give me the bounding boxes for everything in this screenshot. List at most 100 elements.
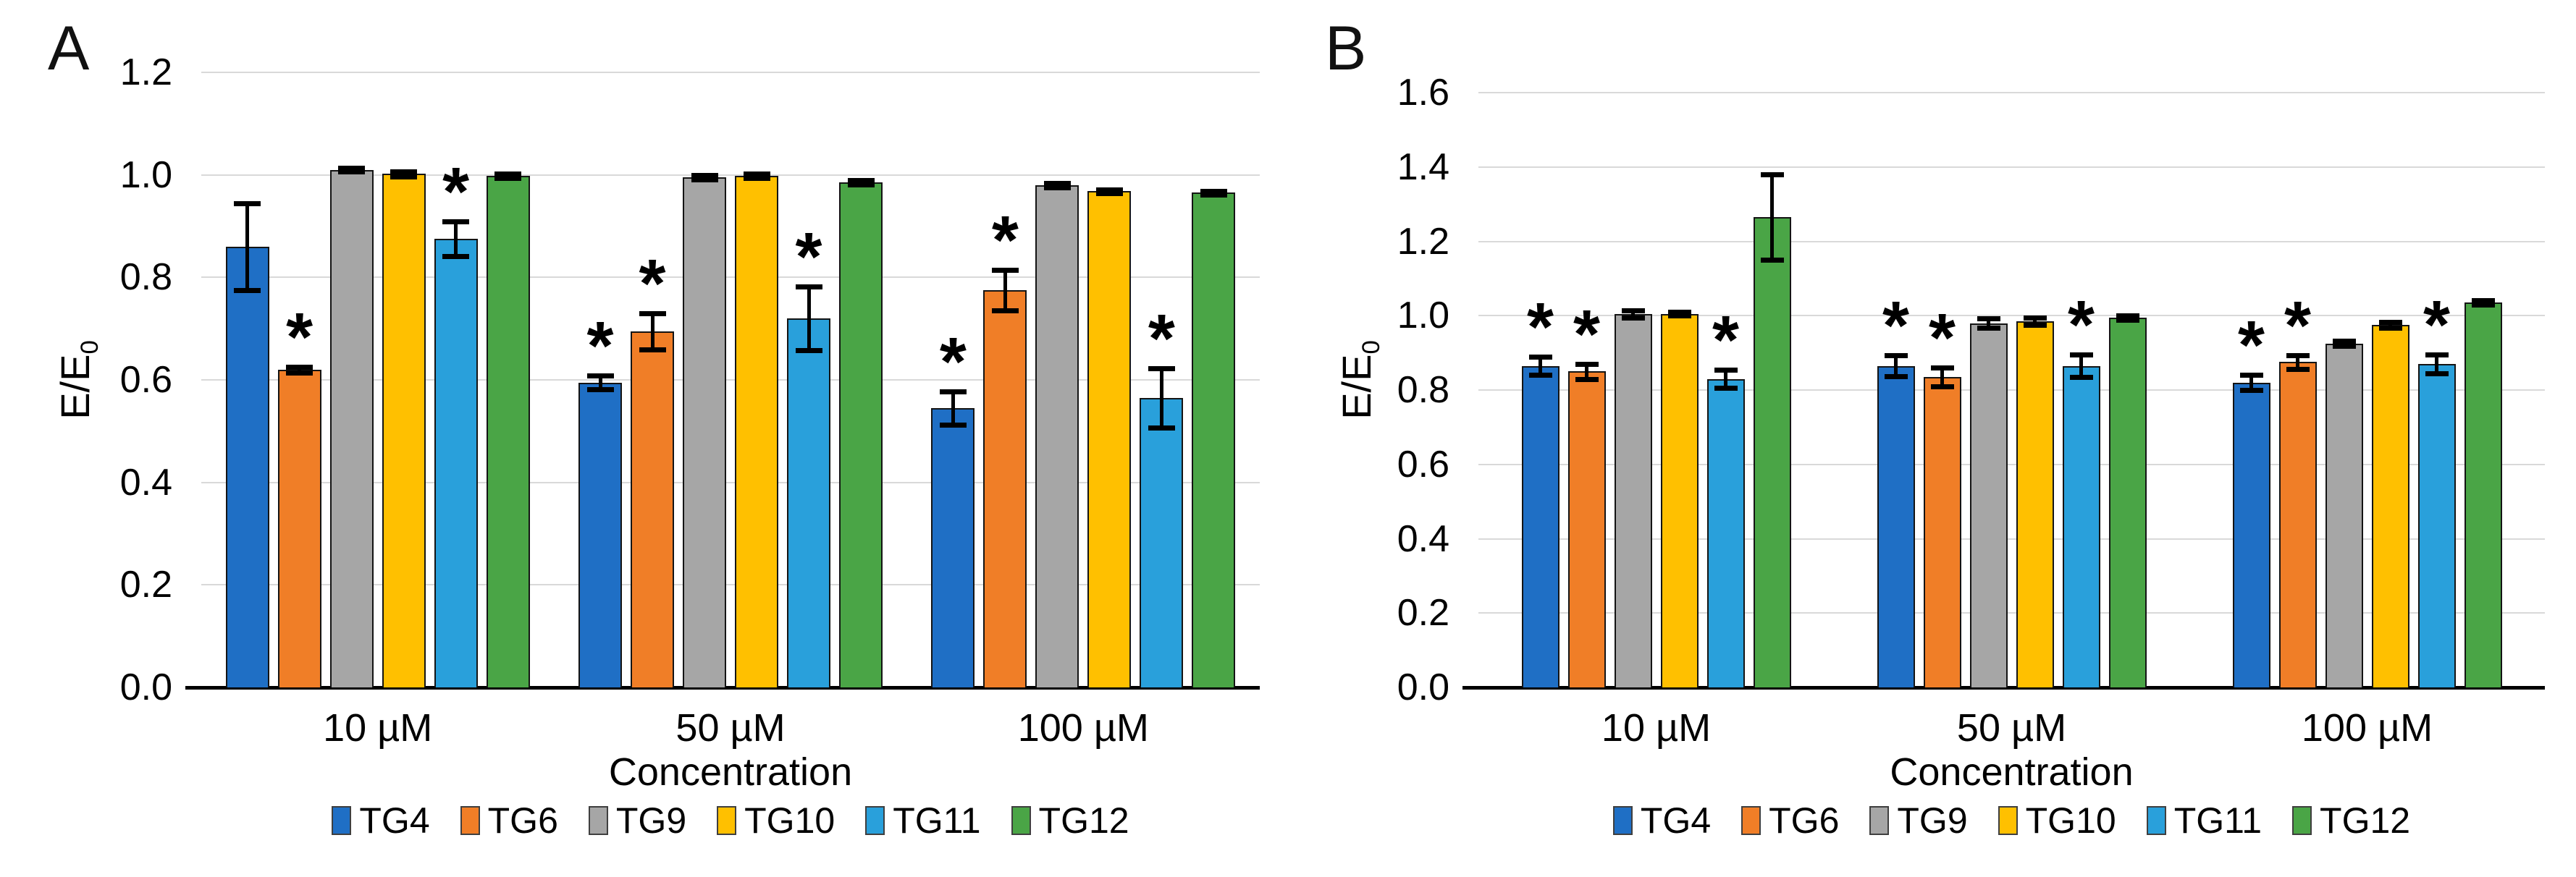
bar-tg9-group1 [1614, 313, 1652, 687]
error-bar-cap-bottom [1930, 384, 1954, 389]
legend-label-tg10: TG10 [2025, 800, 2116, 841]
x-tick-label: 50 µM [1956, 706, 2067, 750]
x-tick-label: 100 µM [1017, 706, 1149, 750]
y-tick-label: 0.6 [1397, 443, 1449, 486]
legend-label-tg4: TG4 [1640, 800, 1712, 841]
error-bar-line [1894, 355, 1898, 376]
error-bar-cap-bottom [2378, 326, 2402, 331]
error-bar-cap-bottom [494, 175, 522, 181]
legend-item-tg4: TG4 [1612, 800, 1712, 841]
error-bar-line [1724, 369, 1727, 389]
legend-b: TG4 TG6 TG9 TG10 TG11 TG12 [1478, 799, 2545, 842]
bar-tg9-group1 [329, 169, 374, 687]
y-tick-label: 0.2 [119, 564, 172, 606]
bar-tg11-group3 [2417, 364, 2456, 687]
error-bar-cap-top [390, 169, 418, 174]
y-axis-title-subscript: 0 [1358, 340, 1386, 355]
error-bar-line [2079, 355, 2083, 377]
legend-label-tg10: TG10 [744, 800, 835, 841]
significance-asterisk: * [639, 245, 666, 322]
y-tick-label: 0.0 [119, 666, 172, 708]
x-tick-label: 10 µM [1601, 706, 1712, 750]
error-bar-cap-top [991, 267, 1019, 273]
error-bar-cap-top [2425, 352, 2449, 358]
legend-swatch-tg10 [717, 806, 737, 835]
error-bar-cap-bottom [991, 308, 1019, 314]
bar-tg12-group1 [1753, 217, 1791, 687]
bar-tg4-group1 [225, 246, 269, 687]
significance-asterisk: * [2284, 287, 2311, 365]
bar-tg4-group1 [1521, 365, 1560, 687]
x-tick-label: 100 µM [2301, 706, 2433, 750]
error-bar-cap-bottom [1095, 191, 1123, 197]
significance-asterisk: * [991, 201, 1019, 279]
bar-tg4-group3 [931, 407, 975, 687]
error-bar-cap-bottom [1760, 258, 1784, 263]
x-axis-title-b: Concentration [1890, 750, 2134, 794]
legend-item-tg6: TG6 [460, 802, 558, 839]
significance-asterisk: * [286, 298, 313, 376]
error-bar-line [298, 366, 302, 373]
y-tick-label: 1.6 [1397, 72, 1449, 114]
error-bar-cap-top [586, 373, 614, 379]
legend-swatch-tg4 [1612, 806, 1633, 835]
legend-label-tg6: TG6 [1769, 800, 1840, 841]
y-tick-label: 0.0 [1397, 666, 1449, 708]
error-bar-cap-top [1095, 187, 1123, 192]
bar-tg10-group3 [2371, 325, 2409, 687]
error-bar-cap-top [691, 173, 718, 179]
legend-label-tg12: TG12 [1038, 800, 1129, 841]
error-bar-line [1940, 368, 1944, 386]
error-bar-line [1003, 269, 1007, 311]
gridline [1478, 92, 2545, 93]
plot-area-a: 0.0 0.2 0.4 0.6 0.8 1.0 1.2 10 µM * * 50 µM * * * 100 … [120, 53, 1260, 748]
error-bar-line [650, 313, 654, 349]
significance-asterisk: * [2238, 307, 2265, 384]
significance-asterisk: * [1882, 287, 1909, 365]
legend-item-tg10: TG10 [717, 802, 835, 839]
bar-tg11-group2 [2062, 365, 2100, 687]
bar-tg9-group2 [1969, 323, 2008, 687]
legend-swatch-tg6 [460, 806, 480, 835]
error-bar-cap-top [2286, 353, 2310, 359]
error-bar-cap-top [1667, 310, 1691, 315]
error-bar-cap-top [639, 310, 666, 316]
error-bar-cap-bottom [1884, 373, 1908, 379]
error-bar-line [1585, 364, 1588, 379]
legend-item-tg11: TG11 [865, 802, 981, 839]
significance-asterisk: * [1712, 301, 1739, 378]
legend-label-tg4: TG4 [359, 800, 430, 841]
error-bar-cap-top [847, 178, 875, 184]
panel-label-a: A [48, 14, 90, 83]
error-bar-cap-top [1714, 367, 1738, 373]
error-bar-cap-bottom [795, 347, 822, 353]
error-bar-cap-top [1043, 181, 1071, 186]
error-bar-cap-top [494, 171, 522, 177]
error-bar-cap-top [2332, 339, 2356, 344]
bar-tg6-group3 [983, 290, 1027, 687]
gridline [1478, 315, 2545, 317]
gridline [201, 584, 1260, 586]
y-tick-label: 0.6 [119, 359, 172, 401]
legend-swatch-tg12 [2292, 806, 2312, 835]
error-bar-cap-bottom [1043, 185, 1071, 190]
y-tick-label: 1.0 [119, 153, 172, 196]
error-bar-cap-top [1930, 365, 1954, 371]
legend-item-tg12: TG12 [1011, 802, 1129, 839]
legend-item-tg12: TG12 [2292, 802, 2410, 839]
legend-label-tg9: TG9 [1897, 800, 1968, 841]
error-bar-cap-top [1760, 172, 1784, 178]
error-bar-cap-bottom [1528, 373, 1552, 378]
error-bar-cap-bottom [1575, 376, 1599, 382]
x-axis-title-a: Concentration [608, 750, 853, 794]
legend-item-tg9: TG9 [588, 802, 686, 839]
legend-swatch-tg9 [1869, 806, 1890, 835]
legend-swatch-tg4 [332, 806, 352, 835]
error-bar-line [2435, 355, 2438, 373]
bar-tg12-group1 [486, 176, 530, 687]
error-bar-line [1159, 368, 1163, 428]
legend-swatch-tg6 [1741, 806, 1761, 835]
significance-asterisk: * [2423, 287, 2450, 364]
error-bar-line [1987, 318, 1990, 328]
